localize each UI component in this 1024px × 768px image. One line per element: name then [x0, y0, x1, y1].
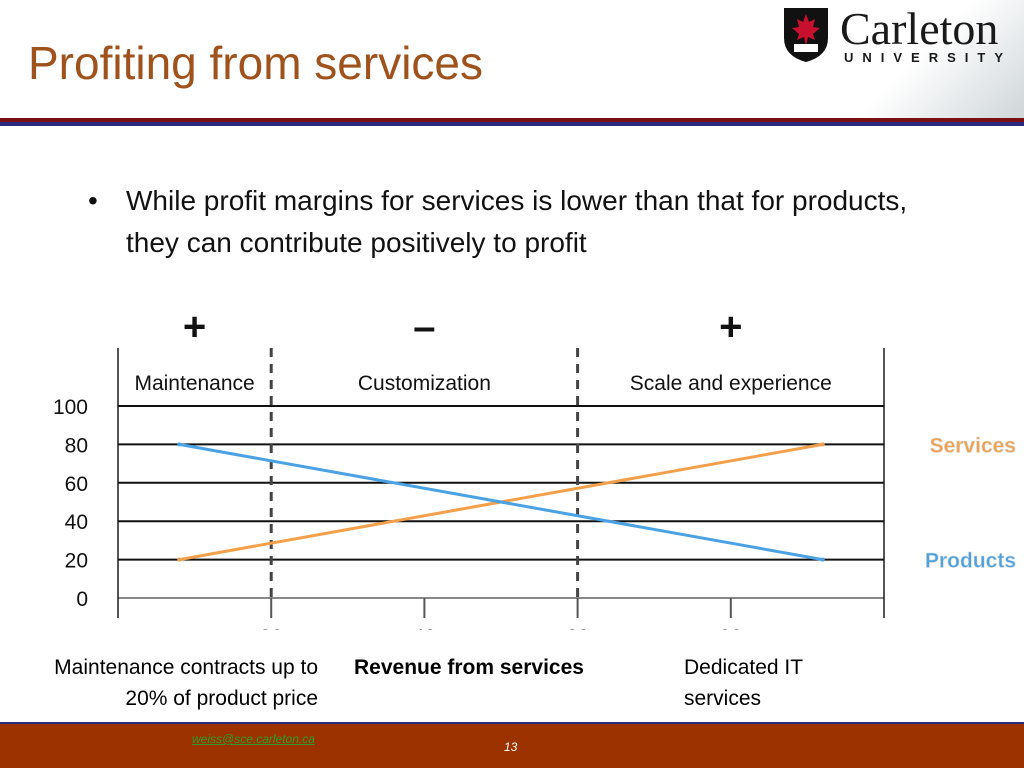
- x-tick-label: 40: [413, 626, 436, 630]
- email-link[interactable]: weiss@sce.carleton.ca: [192, 732, 315, 746]
- logo-subtitle: UNIVERSITY: [844, 50, 1013, 65]
- y-tick-label: 80: [65, 434, 88, 457]
- region-label: Customization: [358, 372, 491, 395]
- legend-label: Products: [925, 550, 1016, 573]
- y-tick-label: 100: [53, 396, 88, 419]
- bullet-icon: •: [88, 185, 98, 216]
- region-label: Scale and experience: [630, 372, 832, 395]
- annotation-revenue: Revenue from services: [354, 656, 584, 679]
- annotation-maintenance: Maintenance contracts up to 20% of produ…: [54, 656, 318, 710]
- data-point: [177, 442, 182, 447]
- page-number: 13: [504, 740, 518, 754]
- legend-label: Services: [930, 434, 1016, 457]
- y-tick-label: 40: [65, 511, 88, 534]
- region-sign: +: [719, 305, 742, 349]
- footer-bar: [0, 722, 1024, 768]
- data-point: [177, 557, 182, 562]
- region-sign: –: [413, 305, 435, 349]
- x-tick-label: 20: [260, 626, 283, 630]
- revenue-chart: 0 20 40 60 80 100 20 40 60 80 Maintenance + Customiz…: [53, 305, 1016, 630]
- carleton-crest-icon: [784, 8, 828, 62]
- region-sign: +: [183, 305, 206, 349]
- y-tick-label: 0: [76, 588, 88, 611]
- footer-rule: [0, 722, 1024, 724]
- university-logo: Carleton UNIVERSITY: [770, 0, 1024, 118]
- data-point: [820, 442, 825, 447]
- x-tick-label: 60: [566, 626, 589, 630]
- bullet-text: While profit margins for services is low…: [126, 185, 908, 258]
- header-rule: [0, 118, 1024, 122]
- annotation-dedicated-it: Dedicated IT services: [684, 656, 803, 710]
- logo-name: Carleton: [840, 3, 999, 54]
- y-tick-label: 60: [65, 473, 88, 496]
- x-tick-label: 80: [719, 626, 742, 630]
- y-tick-label: 20: [65, 550, 88, 573]
- data-point: [820, 557, 825, 562]
- series-line: [179, 442, 823, 562]
- header-rule-secondary: [0, 122, 1024, 126]
- region-label: Maintenance: [134, 372, 254, 395]
- slide-title: Profiting from services: [28, 37, 484, 89]
